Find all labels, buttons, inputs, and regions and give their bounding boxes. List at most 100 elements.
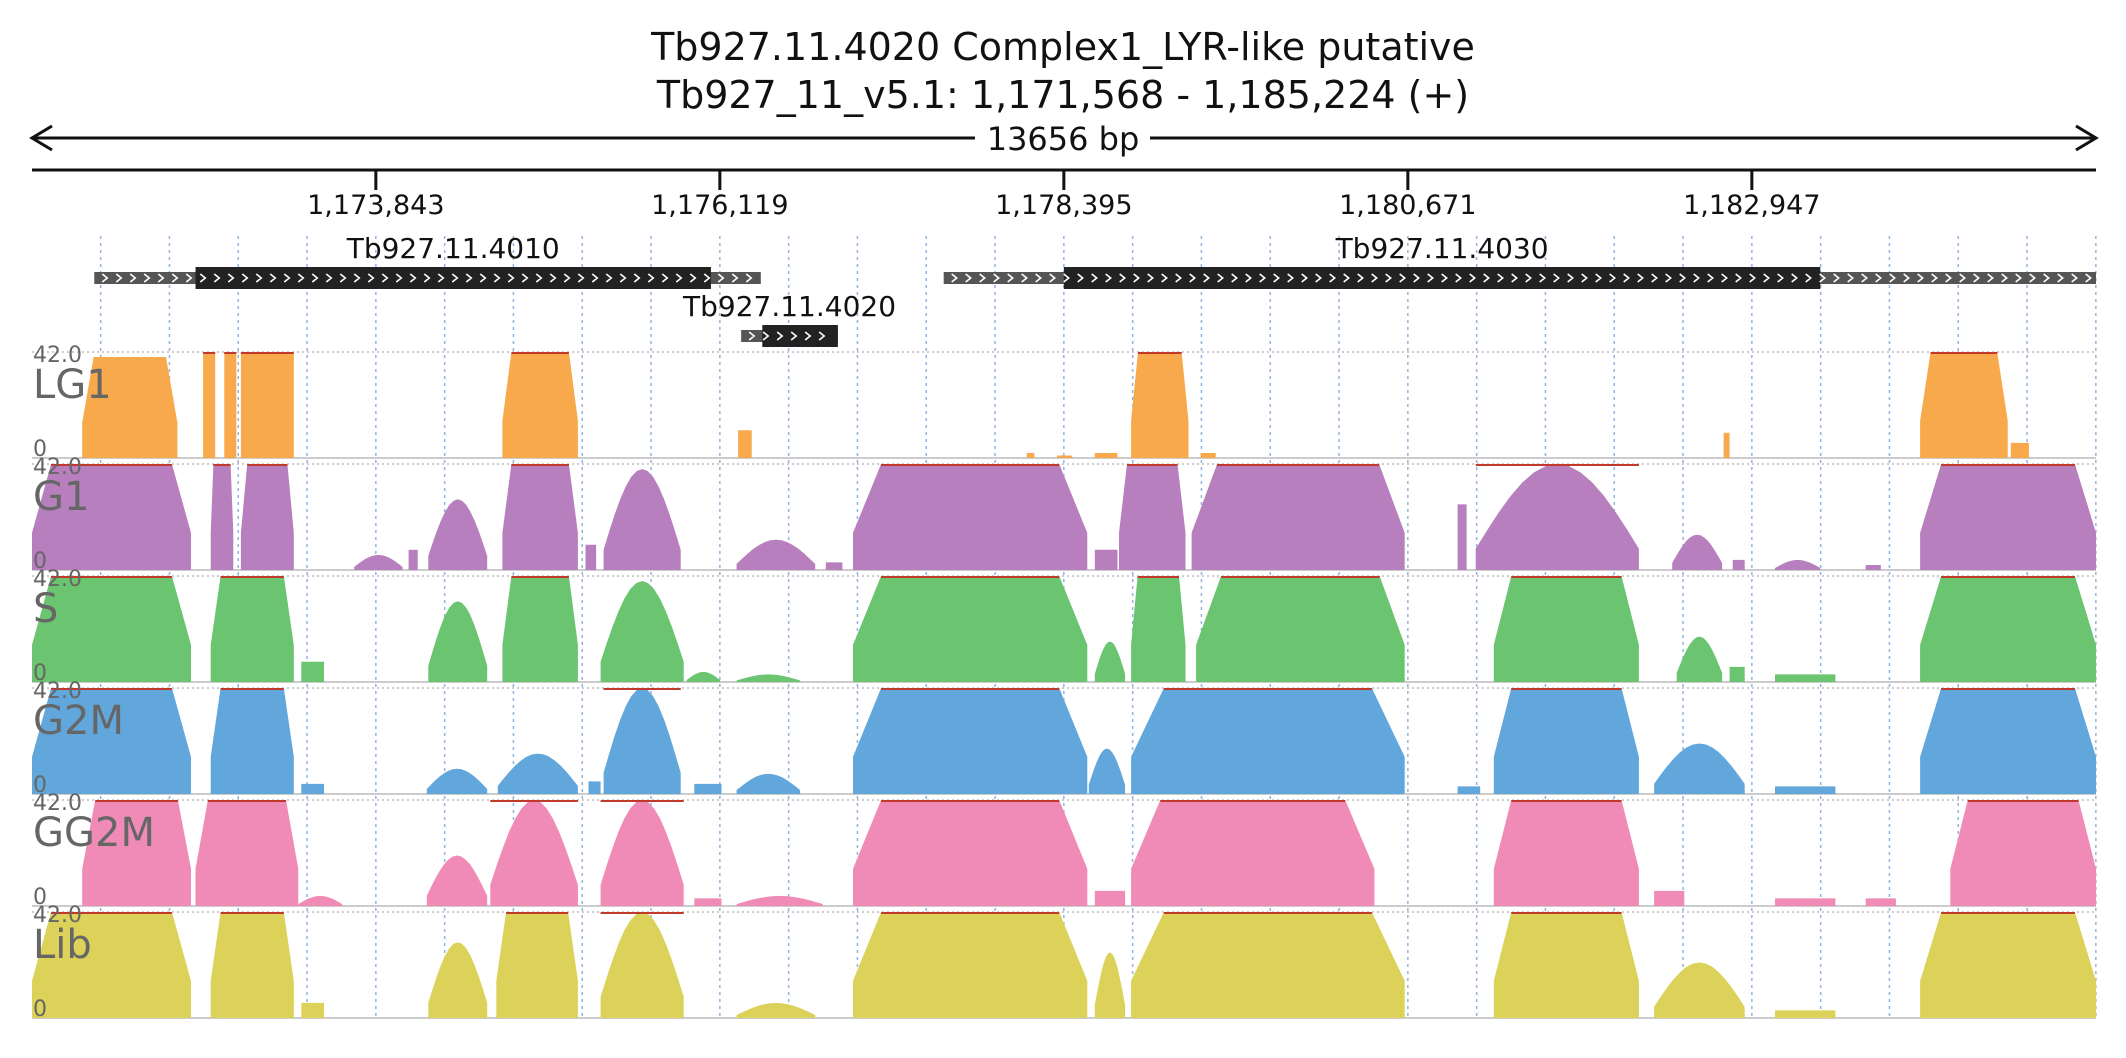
coverage-area bbox=[502, 464, 578, 570]
coverage-area bbox=[585, 544, 597, 570]
coverage-area bbox=[298, 895, 343, 906]
x-tick-label: 1,173,843 bbox=[307, 190, 444, 221]
coverage-area bbox=[1094, 453, 1118, 458]
track-y-min: 0 bbox=[33, 549, 47, 574]
gene-label: Tb927.11.4030 bbox=[1335, 232, 1549, 265]
x-axis-ticks: 1,173,843 1,176,119 1,178,395 1,180,671 1,18… bbox=[307, 170, 1821, 221]
gene-cds bbox=[195, 267, 711, 289]
x-tick-label: 1,182,947 bbox=[1683, 190, 1820, 221]
coverage-area bbox=[2010, 442, 2029, 458]
coverage-area bbox=[1920, 464, 2096, 570]
coverage-area bbox=[210, 576, 294, 682]
track-label: GG2M bbox=[33, 810, 155, 856]
coverage-area bbox=[1457, 786, 1481, 794]
span-label: 13656 bp bbox=[987, 120, 1140, 158]
gene-models: Tb927.11.4010 Tb927.11.4020 Tb927.11.4030 bbox=[94, 232, 2096, 347]
coverage-area bbox=[1729, 666, 1745, 682]
coverage-area bbox=[853, 912, 1088, 1018]
coverage-area bbox=[736, 674, 801, 682]
coverage-area bbox=[1654, 962, 1745, 1018]
coverage-area bbox=[1920, 576, 2096, 682]
coverage-area bbox=[1493, 576, 1639, 682]
coverage-area bbox=[1676, 636, 1723, 682]
coverage-area bbox=[1654, 743, 1745, 794]
coverage-area bbox=[825, 562, 843, 570]
track-y-min: 0 bbox=[33, 437, 47, 462]
span-arrow: 13656 bp bbox=[29, 120, 2099, 158]
strand-chevrons bbox=[101, 273, 753, 283]
span-arrow-left-head bbox=[29, 124, 53, 152]
coverage-area bbox=[408, 549, 418, 570]
coverage-area bbox=[210, 912, 294, 1018]
coverage-area bbox=[428, 942, 488, 1018]
coverage-area bbox=[82, 357, 178, 458]
span-arrow-right-head bbox=[2075, 124, 2099, 152]
coverage-area bbox=[240, 464, 294, 570]
coverage-area bbox=[1094, 549, 1118, 570]
coverage-area bbox=[1094, 890, 1126, 906]
coverage-area bbox=[694, 898, 722, 906]
coverage-area bbox=[32, 464, 191, 570]
track-y-max: 42.0 bbox=[33, 679, 82, 704]
gene-label: Tb927.11.4010 bbox=[346, 232, 560, 265]
coverage-area bbox=[203, 352, 216, 458]
coverage-area bbox=[490, 800, 578, 906]
track-y-max: 42.0 bbox=[33, 343, 82, 368]
track-y-min: 0 bbox=[33, 773, 47, 798]
gene-label: Tb927.11.4020 bbox=[682, 290, 896, 323]
coverage-area bbox=[1865, 898, 1896, 906]
coverage-area bbox=[32, 576, 191, 682]
track-y-max: 42.0 bbox=[33, 791, 82, 816]
coverage-area bbox=[1775, 898, 1836, 906]
coverage-area bbox=[1200, 453, 1216, 458]
track-label: G1 bbox=[33, 474, 89, 520]
coverage-area bbox=[224, 352, 237, 458]
track-label: S bbox=[33, 586, 58, 632]
coverage-area bbox=[1131, 912, 1405, 1018]
coverage-area bbox=[210, 688, 294, 794]
coverage-area bbox=[1723, 432, 1730, 458]
coverage-area bbox=[32, 688, 191, 794]
coverage-area bbox=[428, 601, 488, 682]
coverage-area bbox=[736, 773, 801, 794]
coverage-area bbox=[1088, 748, 1126, 794]
coverage-area bbox=[502, 576, 578, 682]
coverage-area bbox=[1654, 890, 1685, 906]
coverage-area bbox=[354, 554, 403, 570]
coverage-area bbox=[1094, 952, 1126, 1018]
coverage-area bbox=[1920, 352, 2008, 458]
coverage-area bbox=[82, 800, 191, 906]
track-label: G2M bbox=[33, 698, 124, 744]
coverage-area bbox=[853, 576, 1088, 682]
coverage-area bbox=[1094, 641, 1126, 682]
track-s: S42.0 0 bbox=[32, 567, 2096, 686]
chart-subtitle: Tb927_11_v5.1: 1,171,568 - 1,185,224 (+) bbox=[656, 73, 1469, 117]
strand-chevrons bbox=[748, 331, 826, 341]
coverage-area bbox=[1920, 912, 2096, 1018]
coverage-area bbox=[1475, 464, 1639, 570]
track-y-max: 42.0 bbox=[33, 903, 82, 928]
track-y-min: 0 bbox=[33, 997, 47, 1022]
coverage-area bbox=[1775, 1010, 1836, 1018]
track-y-max: 42.0 bbox=[33, 455, 82, 480]
coverage-area bbox=[1131, 352, 1189, 458]
chart-title: Tb927.11.4020 Complex1_LYR-like putative bbox=[650, 25, 1475, 69]
coverage-area bbox=[1672, 534, 1723, 570]
coverage-area bbox=[32, 912, 191, 1018]
coverage-area bbox=[301, 783, 324, 794]
coverage-area bbox=[1493, 688, 1639, 794]
coverage-area bbox=[686, 671, 720, 682]
coverage-area bbox=[301, 661, 324, 682]
coverage-area bbox=[1775, 559, 1821, 570]
coverage-area bbox=[738, 430, 752, 458]
coverage-area bbox=[736, 1002, 816, 1018]
coverage-area bbox=[502, 352, 578, 458]
coverage-area bbox=[853, 688, 1088, 794]
coverage-area bbox=[736, 895, 823, 906]
coverage-area bbox=[301, 1002, 324, 1018]
coverage-area bbox=[1196, 576, 1405, 682]
